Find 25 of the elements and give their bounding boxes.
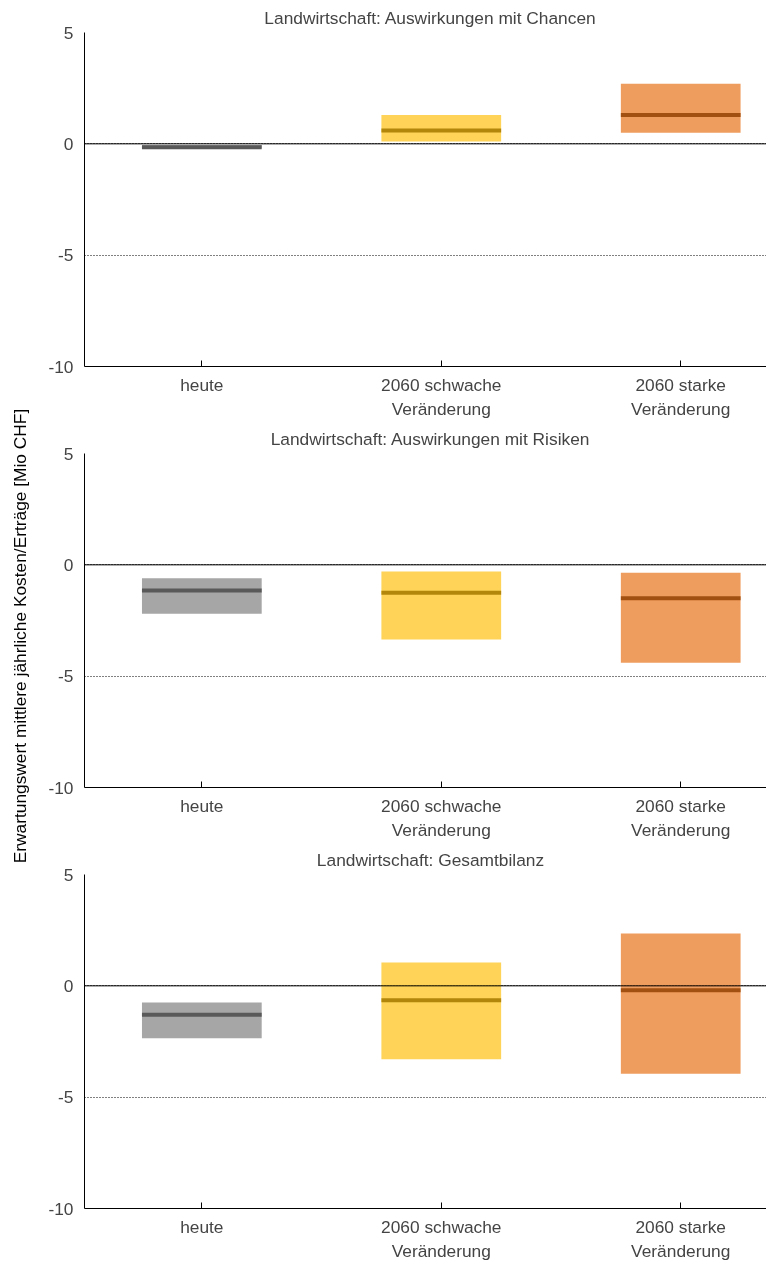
y-tick-label: -10 [48, 1198, 74, 1219]
y-tick-label: -5 [58, 1087, 74, 1108]
y-tick-label: -10 [48, 356, 74, 377]
y-tick-label: -10 [48, 777, 74, 798]
x-tick-label: 2060 starke Veränderung [631, 795, 731, 840]
y-tick-label: 5 [63, 443, 74, 464]
chart-title: Landwirtschaft: Auswirkungen mit Risiken [270, 428, 590, 449]
chart-title: Landwirtschaft: Gesamtbilanz [316, 849, 545, 870]
y-tick-label: 5 [63, 864, 74, 885]
x-tick-label: heute [180, 374, 224, 395]
x-tick-label: 2060 starke Veränderung [631, 374, 731, 419]
y-tick-label: -5 [58, 666, 74, 687]
x-tick-label: heute [180, 795, 224, 816]
x-tick-label: heute [180, 1216, 224, 1237]
y-tick-label: 0 [63, 133, 74, 154]
x-tick-label: 2060 schwache Veränderung [381, 374, 502, 419]
y-tick-label: 5 [63, 22, 74, 43]
y-tick-label: 0 [63, 975, 74, 996]
x-tick-label: 2060 schwache Veränderung [381, 1216, 502, 1261]
y-tick-label: 0 [63, 554, 74, 575]
y-axis-title: Erwartungswert mittlere jährliche Kosten/Erträge [Mio CHF] [8, 407, 31, 866]
y-tick-label: -5 [58, 245, 74, 266]
x-tick-label: 2060 schwache Veränderung [381, 795, 502, 840]
chart-title: Landwirtschaft: Auswirkungen mit Chancen [264, 7, 596, 28]
x-tick-label: 2060 starke Veränderung [631, 1216, 731, 1261]
